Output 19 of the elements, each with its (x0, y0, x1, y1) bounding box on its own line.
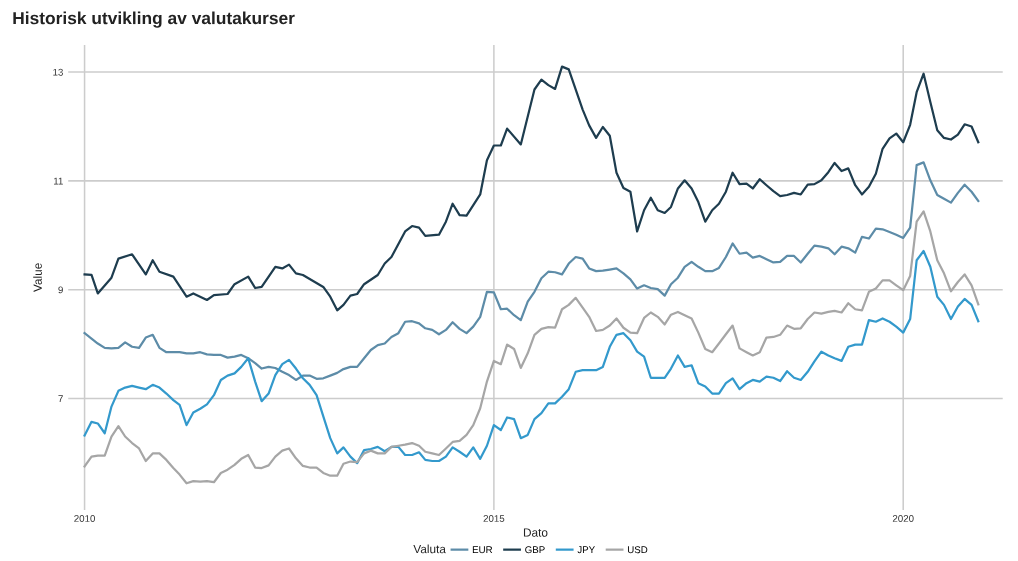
legend-title: Valuta (413, 544, 446, 554)
y-tick-label: 13 (53, 68, 63, 76)
line-series (83, 161, 980, 382)
x-tick-label: 2015 (483, 515, 505, 522)
x-tick-label: 2020 (892, 515, 914, 522)
legend-label: JPY (577, 546, 595, 554)
y-tick-label: 11 (53, 177, 63, 185)
legend-label: GBP (525, 546, 545, 554)
legend-label: EUR (472, 546, 493, 554)
line-series (83, 210, 980, 485)
y-tick-label: 9 (58, 286, 63, 294)
chart-title: Historisk utvikling av valutakurser (13, 11, 295, 28)
legend-label: USD (627, 546, 648, 554)
line-series (83, 249, 980, 465)
x-tick-label: 2010 (74, 515, 95, 522)
y-tick-label: 7 (58, 395, 63, 402)
x-axis-title: Dato (523, 528, 548, 537)
y-axis-title: Value (33, 263, 42, 293)
line-series (83, 65, 980, 312)
